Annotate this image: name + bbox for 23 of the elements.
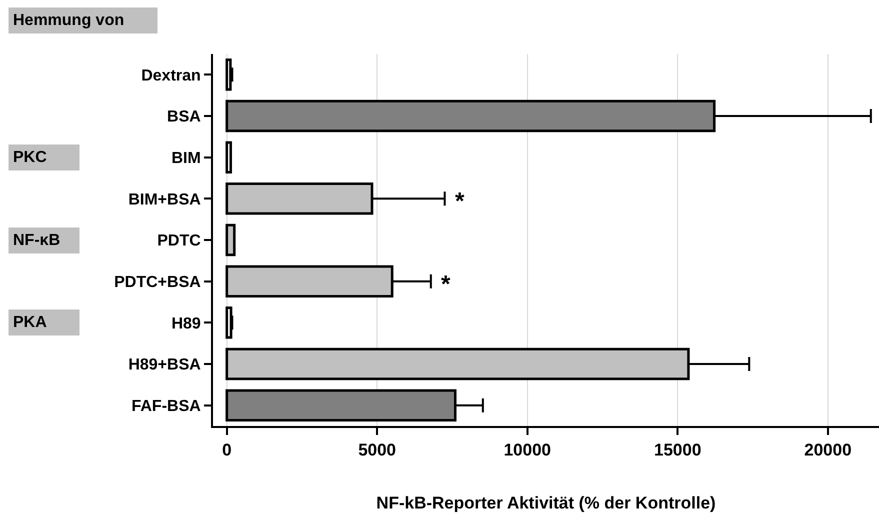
bar [226, 224, 236, 256]
y-tick-label: BIM [171, 150, 201, 167]
y-tick-label: FAF-BSA [131, 398, 202, 415]
x-tick-label: 15000 [654, 440, 702, 460]
y-tick-label: BIM+BSA [128, 191, 202, 208]
x-tick-label: 10000 [504, 440, 552, 460]
x-tick-label: 20000 [804, 440, 852, 460]
annotation: * [441, 271, 451, 298]
text: Hemmung von [13, 12, 124, 29]
y-tick-label: H89 [171, 315, 201, 332]
annotation: * [455, 188, 465, 215]
x-tick-label: 0 [222, 440, 232, 460]
text: PKA [13, 314, 48, 331]
y-tick-label: PDTC [157, 232, 202, 250]
y-tick-label: BSA [167, 108, 202, 126]
bar [226, 141, 232, 174]
y-tick-label: PDTC+BSA [114, 274, 202, 291]
text: PKC [13, 149, 48, 166]
x-tick-label: 5000 [358, 440, 396, 460]
x-axis-title: NF-kB-Reporter Aktivität (% der Kontrolle) [376, 493, 716, 512]
y-tick-label: H89+BSA [128, 356, 202, 374]
y-tick-label: Dextran [141, 67, 201, 84]
text: NF-κB [13, 232, 60, 249]
